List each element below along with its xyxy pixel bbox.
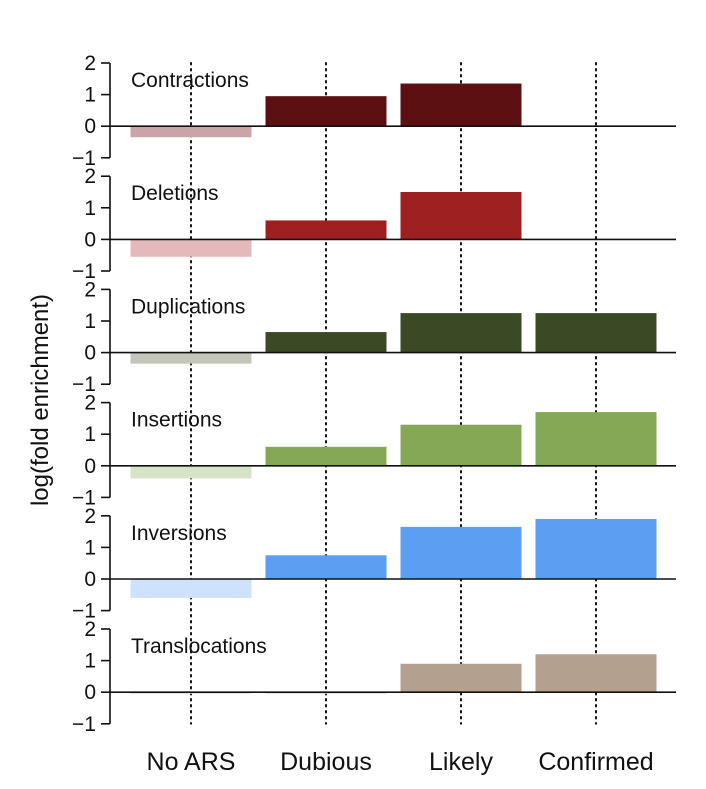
y-tick-label: −1: [72, 260, 96, 283]
y-tick-label: −1: [72, 713, 96, 736]
panel-inversions: 2 1 0 −1 Inversions: [72, 505, 676, 623]
x-category-labels: No ARS Dubious Likely Confirmed: [147, 748, 654, 776]
y-tick-label: 2: [84, 278, 96, 301]
panel-translocations: 2 1 0 −1 Translocations: [72, 618, 676, 736]
bar: [130, 126, 252, 138]
panel-contractions: 2 1 0 −1 Contractions: [72, 52, 676, 170]
panel-title: Deletions: [131, 182, 219, 205]
y-tick-label: 1: [84, 310, 96, 333]
bar: [130, 579, 252, 598]
bar: [265, 555, 387, 579]
bar: [265, 96, 387, 127]
y-tick-label: 0: [84, 455, 96, 478]
y-tick-label: 0: [84, 115, 96, 138]
bar: [265, 446, 387, 466]
x-category-label: Confirmed: [538, 748, 653, 776]
y-tick-label: −1: [72, 600, 96, 623]
bar: [130, 239, 252, 257]
panel-title: Translocations: [131, 635, 267, 658]
bar: [400, 663, 522, 693]
y-tick-label: 0: [84, 228, 96, 251]
panel-title: Insertions: [131, 409, 222, 432]
y-tick-label: 2: [84, 52, 96, 75]
bar: [400, 83, 522, 127]
y-tick-label: 1: [84, 536, 96, 559]
panel-title: Duplications: [131, 295, 245, 318]
bar: [400, 313, 522, 353]
bar: [535, 518, 657, 579]
bar: [400, 192, 522, 240]
x-category-label: Likely: [429, 748, 493, 776]
bar: [400, 526, 522, 579]
y-axis-label: log(fold enrichment): [27, 294, 54, 506]
y-tick-label: −1: [72, 147, 96, 170]
panel-title: Contractions: [131, 69, 249, 92]
y-tick-label: 1: [84, 197, 96, 220]
y-tick-label: 1: [84, 423, 96, 446]
y-tick-label: 0: [84, 681, 96, 704]
panel-insertions: 2 1 0 −1 Insertions: [72, 392, 676, 509]
y-tick-label: 1: [84, 84, 96, 107]
bar: [535, 654, 657, 693]
bar: [265, 220, 387, 240]
y-tick-label: 2: [84, 165, 96, 188]
x-category-label: No ARS: [147, 748, 236, 776]
y-tick-label: −1: [72, 373, 96, 396]
panel-deletions: 2 1 0 −1 Deletions: [72, 165, 676, 283]
x-category-label: Dubious: [280, 748, 372, 776]
panels: 2 1 0 −1 Contractions 2 1 0 −1 Deletions 2 1 0 −1 Dupl…: [72, 52, 676, 736]
y-tick-label: 2: [84, 392, 96, 415]
bar: [130, 352, 252, 364]
y-tick-label: 0: [84, 568, 96, 591]
panel-title: Inversions: [131, 522, 227, 545]
bar: [265, 332, 387, 353]
y-tick-label: 0: [84, 342, 96, 365]
bar: [130, 465, 252, 479]
y-tick-label: 1: [84, 650, 96, 673]
bar: [535, 313, 657, 353]
y-tick-label: 2: [84, 505, 96, 528]
y-tick-label: 2: [84, 618, 96, 641]
bar: [400, 424, 522, 466]
y-tick-label: −1: [72, 486, 96, 509]
panel-duplications: 2 1 0 −1 Duplications: [72, 278, 676, 396]
bar: [535, 412, 657, 466]
